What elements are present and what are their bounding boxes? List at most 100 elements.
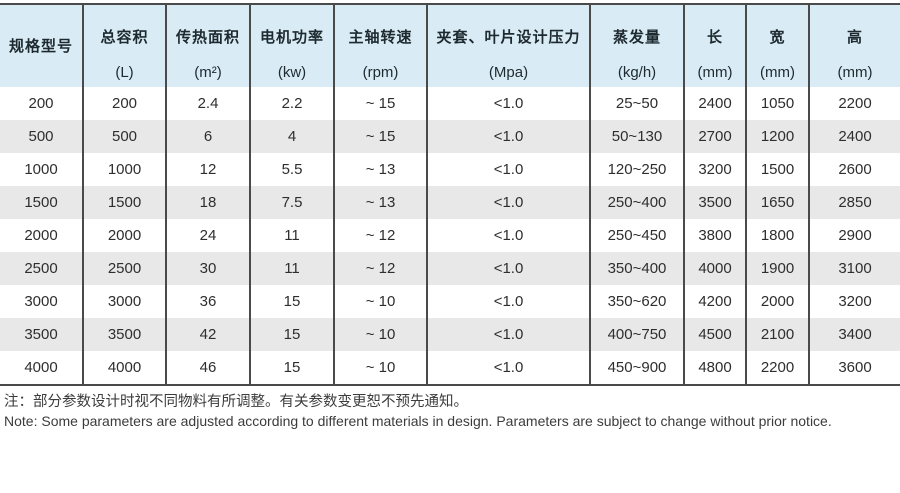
cell-length: 3500 [684, 186, 747, 219]
cell-length: 4500 [684, 318, 747, 351]
cell-height: 3400 [809, 318, 900, 351]
cell-spindle-speed: ~ 15 [334, 120, 428, 153]
cell-volume: 2000 [83, 219, 167, 252]
col-header-total-volume-unit: (L) [115, 64, 134, 81]
col-header-length-label: 长 [706, 29, 723, 46]
cell-height: 2600 [809, 153, 900, 186]
col-header-length-unit: (mm) [697, 64, 733, 81]
cell-design-pressure: <1.0 [427, 120, 591, 153]
cell-volume: 3500 [83, 318, 167, 351]
cell-spindle-speed: ~ 12 [334, 252, 428, 285]
cell-evaporation: 250~400 [590, 186, 685, 219]
cell-heat-area: 42 [166, 318, 251, 351]
cell-length: 2400 [684, 87, 747, 120]
col-header-spindle-speed-unit: (rpm) [362, 64, 399, 81]
cell-design-pressure: <1.0 [427, 219, 591, 252]
note-english: Note: Some parameters are adjusted accor… [4, 413, 832, 429]
table-row-2500: 2500 2500 30 11 ~ 12 <1.0 350~400 4000 1… [0, 252, 900, 285]
col-header-motor-power: 电机功率 (kw) [250, 4, 335, 87]
table-row-3000: 3000 3000 36 15 ~ 10 <1.0 350~620 4200 2… [0, 285, 900, 318]
cell-length: 4200 [684, 285, 747, 318]
cell-motor-power: 4 [250, 120, 335, 153]
col-header-motor-power-label: 电机功率 [259, 29, 324, 46]
col-header-model-label: 规格型号 [8, 37, 73, 55]
cell-height: 2200 [809, 87, 900, 120]
cell-design-pressure: <1.0 [427, 351, 591, 385]
col-header-evaporation-unit: (kg/h) [617, 64, 657, 81]
cell-height: 2400 [809, 120, 900, 153]
col-header-height-label: 高 [846, 29, 863, 46]
cell-height: 3200 [809, 285, 900, 318]
cell-evaporation: 120~250 [590, 153, 685, 186]
cell-heat-area: 24 [166, 219, 251, 252]
cell-length: 3800 [684, 219, 747, 252]
cell-evaporation: 25~50 [590, 87, 685, 120]
cell-spindle-speed: ~ 15 [334, 87, 428, 120]
cell-motor-power: 11 [250, 252, 335, 285]
cell-width: 2200 [746, 351, 810, 385]
cell-width: 1500 [746, 153, 810, 186]
cell-heat-area: 6 [166, 120, 251, 153]
cell-height: 3600 [809, 351, 900, 385]
cell-model: 1000 [0, 153, 84, 186]
spec-sheet-page: 规格型号 总容积 (L) 传热面积 (m²) 电机功率 (kw) 主轴转速 [0, 3, 900, 493]
cell-volume: 1500 [83, 186, 167, 219]
cell-model: 4000 [0, 351, 84, 385]
cell-heat-area: 2.4 [166, 87, 251, 120]
cell-evaporation: 400~750 [590, 318, 685, 351]
cell-height: 3100 [809, 252, 900, 285]
col-header-motor-power-unit: (kw) [277, 64, 307, 81]
cell-length: 3200 [684, 153, 747, 186]
cell-width: 1650 [746, 186, 810, 219]
cell-heat-area: 30 [166, 252, 251, 285]
cell-design-pressure: <1.0 [427, 285, 591, 318]
cell-evaporation: 350~400 [590, 252, 685, 285]
table-row-1000: 1000 1000 12 5.5 ~ 13 <1.0 120~250 3200 … [0, 153, 900, 186]
cell-width: 1050 [746, 87, 810, 120]
spec-table: 规格型号 总容积 (L) 传热面积 (m²) 电机功率 (kw) 主轴转速 [0, 3, 900, 386]
cell-volume: 1000 [83, 153, 167, 186]
cell-length: 2700 [684, 120, 747, 153]
table-row-4000: 4000 4000 46 15 ~ 10 <1.0 450~900 4800 2… [0, 351, 900, 385]
col-header-heat-area: 传热面积 (m²) [166, 4, 251, 87]
table-row-500: 500 500 6 4 ~ 15 <1.0 50~130 2700 1200 2… [0, 120, 900, 153]
cell-design-pressure: <1.0 [427, 153, 591, 186]
cell-spindle-speed: ~ 10 [334, 351, 428, 385]
cell-spindle-speed: ~ 10 [334, 318, 428, 351]
header-row: 规格型号 总容积 (L) 传热面积 (m²) 电机功率 (kw) 主轴转速 [0, 4, 900, 87]
col-header-height-unit: (mm) [837, 64, 873, 81]
cell-model: 3500 [0, 318, 84, 351]
cell-evaporation: 250~450 [590, 219, 685, 252]
col-header-width: 宽 (mm) [746, 4, 810, 87]
col-header-model: 规格型号 [0, 4, 84, 87]
cell-height: 2850 [809, 186, 900, 219]
cell-width: 2100 [746, 318, 810, 351]
col-header-total-volume-label: 总容积 [100, 29, 149, 46]
cell-motor-power: 15 [250, 285, 335, 318]
cell-length: 4000 [684, 252, 747, 285]
col-header-width-unit: (mm) [760, 64, 795, 81]
note-chinese: 注：部分参数设计时视不同物料有所调整。有关参数变更恕不预先通知。 [4, 394, 468, 410]
cell-design-pressure: <1.0 [427, 318, 591, 351]
cell-evaporation: 450~900 [590, 351, 685, 385]
col-header-design-pressure: 夹套、叶片设计压力 (Mpa) [427, 4, 591, 87]
col-header-width-label: 宽 [769, 29, 786, 46]
cell-motor-power: 15 [250, 318, 335, 351]
cell-model: 1500 [0, 186, 84, 219]
cell-spindle-speed: ~ 13 [334, 153, 428, 186]
cell-heat-area: 46 [166, 351, 251, 385]
table-row-200: 200 200 2.4 2.2 ~ 15 <1.0 25~50 2400 105… [0, 87, 900, 120]
cell-heat-area: 18 [166, 186, 251, 219]
cell-width: 1200 [746, 120, 810, 153]
cell-spindle-speed: ~ 12 [334, 219, 428, 252]
col-header-design-pressure-label: 夹套、叶片设计压力 [436, 29, 581, 46]
footnotes: 注：部分参数设计时视不同物料有所调整。有关参数变更恕不预先通知。 Note: S… [4, 392, 900, 430]
col-header-design-pressure-unit: (Mpa) [488, 64, 529, 81]
cell-evaporation: 350~620 [590, 285, 685, 318]
cell-motor-power: 7.5 [250, 186, 335, 219]
cell-length: 4800 [684, 351, 747, 385]
cell-width: 2000 [746, 285, 810, 318]
cell-width: 1800 [746, 219, 810, 252]
table-row-2000: 2000 2000 24 11 ~ 12 <1.0 250~450 3800 1… [0, 219, 900, 252]
col-header-length: 长 (mm) [684, 4, 747, 87]
